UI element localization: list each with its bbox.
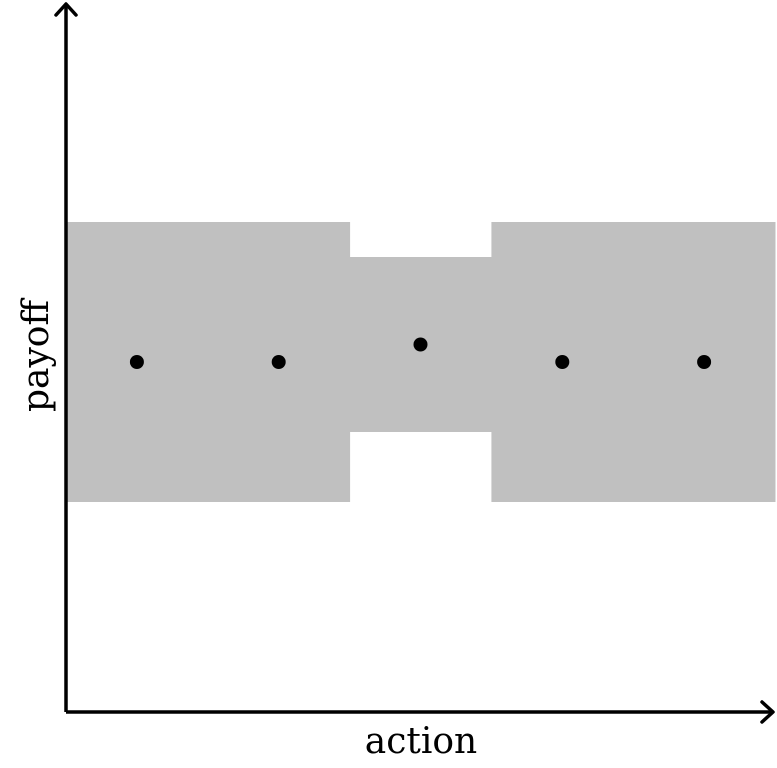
action-points [129, 337, 712, 369]
action-point-1 [129, 355, 144, 369]
action-point-5 [697, 355, 712, 369]
x-axis-label: action [365, 721, 477, 762]
y-axis-label: payoff [16, 298, 57, 413]
payoff-band-3 [491, 222, 776, 502]
x-axis-arrow-icon [760, 700, 775, 724]
action-point-2 [271, 355, 286, 369]
action-point-4 [555, 355, 570, 369]
y-axis-arrow-icon [54, 2, 78, 17]
action-point-3 [413, 337, 428, 352]
payoff-bands [66, 222, 776, 502]
payoff-band-1 [66, 222, 351, 502]
